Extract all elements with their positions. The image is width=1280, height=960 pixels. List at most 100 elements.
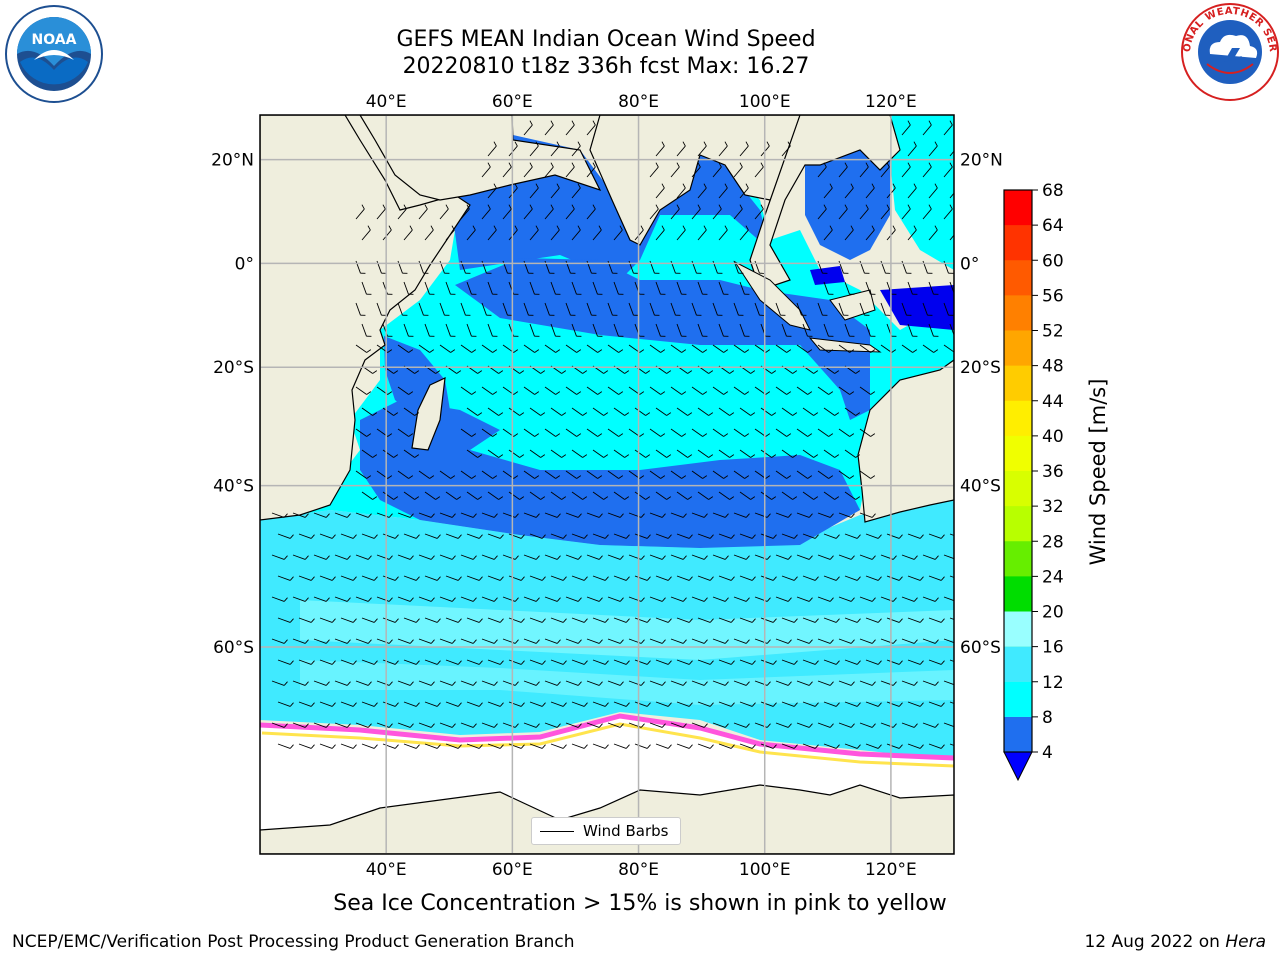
wind-barb <box>586 204 596 220</box>
wind-barb <box>355 512 372 518</box>
wind-barb <box>445 743 462 749</box>
wind-barb <box>718 575 735 581</box>
wind-barb <box>607 596 624 602</box>
wind-barb <box>907 575 924 581</box>
wind-barb <box>361 617 378 623</box>
wind-barb <box>922 162 932 178</box>
colorbar-tick-label: 28 <box>1042 532 1064 552</box>
wind-barb <box>502 512 519 518</box>
wind-barbs <box>271 120 954 749</box>
wind-barb <box>949 192 954 199</box>
wind-barb <box>844 533 861 539</box>
wind-barb <box>424 575 441 581</box>
wind-barb <box>613 659 630 665</box>
wind-barb <box>397 302 408 316</box>
wind-barb <box>613 449 630 458</box>
wind-barb <box>859 554 876 560</box>
wind-barb <box>508 491 525 500</box>
wind-barb <box>817 428 834 437</box>
wind-barb <box>523 428 540 437</box>
wind-barb <box>397 596 414 602</box>
wind-barb <box>844 659 861 665</box>
wind-barb <box>508 701 525 707</box>
wind-barb <box>355 722 372 728</box>
lon-tick-top: 120°E <box>865 92 917 112</box>
wind-barb <box>466 449 483 458</box>
ocean-band-indonesia <box>805 140 890 260</box>
wind-barb <box>943 302 954 316</box>
wind-barb <box>901 722 918 728</box>
wind-barb <box>859 162 869 178</box>
wind-barb <box>865 575 882 581</box>
wind-barb <box>655 281 666 295</box>
wind-barb <box>718 225 728 241</box>
colorbar-tick-label: 68 <box>1042 181 1064 201</box>
wind-barb <box>838 512 855 518</box>
wind-barb <box>901 162 911 178</box>
wind-barb <box>754 386 771 395</box>
wind-barb <box>544 204 554 220</box>
wind-barb <box>502 204 512 220</box>
wind-barb <box>271 680 288 686</box>
legend-label: Wind Barbs <box>583 822 669 840</box>
wind-barb <box>838 596 855 602</box>
colorbar-tick-label: 32 <box>1042 497 1064 517</box>
map-tick-labels: 40°E 40°E 60°E 60°E 80°E 80°E 100°E 100°E 120°E 1… <box>211 92 1003 880</box>
wind-barb <box>382 491 399 500</box>
wind-barb <box>292 596 309 602</box>
wind-barb <box>670 596 687 602</box>
wind-barb <box>565 596 582 602</box>
wind-barb <box>376 596 393 602</box>
wind-barb <box>691 596 708 602</box>
wind-barb <box>607 722 624 728</box>
wind-barb <box>718 407 735 416</box>
wind-barb <box>712 344 729 353</box>
wind-barb <box>439 680 456 686</box>
wind-barb <box>277 701 294 707</box>
wind-barb <box>502 302 513 316</box>
wind-barb <box>634 407 651 416</box>
wind-barb <box>298 701 315 707</box>
wind-barb <box>739 225 749 241</box>
colorbar-segment <box>1004 471 1032 507</box>
wind-barb <box>670 302 681 316</box>
wind-barb <box>340 659 357 665</box>
wind-barb <box>481 680 498 686</box>
wind-barb <box>733 302 744 316</box>
lon-tick-top: 80°E <box>618 92 659 112</box>
wind-barb <box>802 701 819 707</box>
wind-barb <box>943 554 954 560</box>
wind-barb <box>460 470 477 479</box>
wind-barb <box>670 428 687 437</box>
wind-barb <box>460 428 477 437</box>
wind-barb <box>550 575 567 581</box>
colorbar-tick-label: 60 <box>1042 251 1064 271</box>
wind-barb <box>691 512 708 518</box>
wind-barb <box>523 120 533 136</box>
wind-barb <box>424 533 441 539</box>
wind-barb <box>781 743 798 749</box>
wind-barb <box>418 344 435 353</box>
wind-barb <box>880 162 890 178</box>
wind-barb <box>565 120 575 136</box>
wind-barb <box>586 470 603 479</box>
lon-tick-top: 60°E <box>492 92 533 112</box>
wind-barb <box>361 743 378 749</box>
wind-barb <box>691 638 708 644</box>
nws-logo-icon: NATIONAL WEATHER SERVICE <box>1180 2 1279 101</box>
africa-coast <box>260 115 471 521</box>
wind-barb <box>859 344 876 353</box>
wind-barb <box>817 344 834 353</box>
wind-barb <box>466 323 477 337</box>
wind-barb <box>949 743 954 746</box>
wind-barb <box>607 302 618 316</box>
wind-barb <box>691 302 702 316</box>
wind-barb <box>922 638 939 644</box>
wind-barb <box>775 722 792 728</box>
wind-barb <box>298 659 315 665</box>
wind-barb <box>376 204 386 220</box>
wind-barb <box>550 183 560 199</box>
wind-barb <box>754 302 765 316</box>
wind-barb <box>739 533 756 539</box>
wind-barb <box>544 554 561 560</box>
